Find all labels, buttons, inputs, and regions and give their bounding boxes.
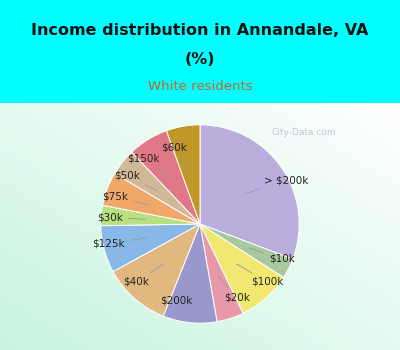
Text: $150k: $150k: [127, 153, 171, 178]
Text: $200k: $200k: [160, 278, 193, 306]
Text: (%): (%): [185, 51, 215, 66]
Text: City-Data.com: City-Data.com: [272, 128, 336, 137]
Text: $60k: $60k: [161, 143, 190, 171]
Text: Income distribution in Annandale, VA: Income distribution in Annandale, VA: [31, 23, 369, 38]
Wedge shape: [101, 224, 200, 272]
Wedge shape: [200, 224, 243, 322]
Text: $50k: $50k: [114, 171, 157, 191]
Text: $40k: $40k: [123, 264, 164, 287]
Text: White residents: White residents: [148, 80, 252, 93]
Wedge shape: [163, 224, 217, 323]
Wedge shape: [166, 125, 200, 224]
Wedge shape: [200, 224, 293, 278]
Wedge shape: [132, 131, 200, 224]
Text: $30k: $30k: [97, 212, 146, 222]
Text: $10k: $10k: [249, 248, 295, 264]
Text: $100k: $100k: [236, 264, 284, 287]
Wedge shape: [101, 205, 200, 226]
Wedge shape: [103, 174, 200, 224]
Text: > $200k: > $200k: [245, 175, 308, 194]
Text: $75k: $75k: [102, 191, 149, 205]
Wedge shape: [200, 125, 299, 259]
Wedge shape: [113, 224, 200, 316]
Wedge shape: [115, 152, 200, 224]
Wedge shape: [200, 224, 284, 313]
Text: $20k: $20k: [218, 275, 250, 303]
Text: $125k: $125k: [93, 238, 148, 249]
